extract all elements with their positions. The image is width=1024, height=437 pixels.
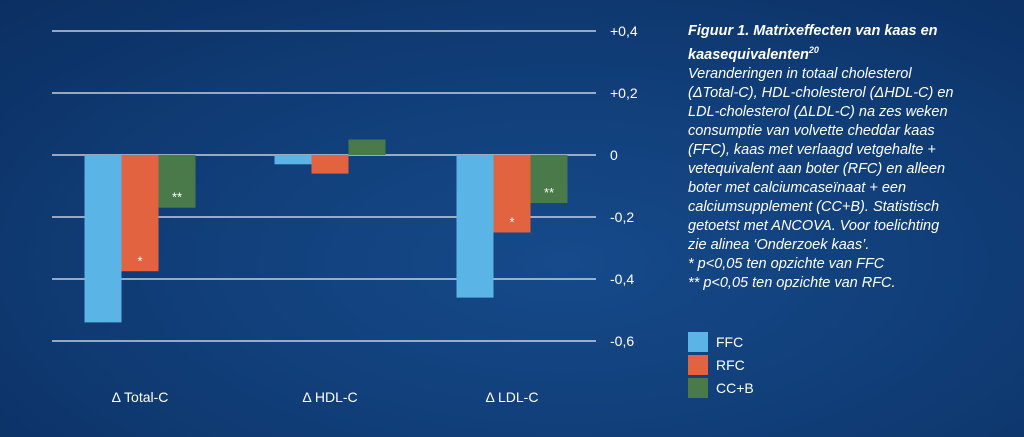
bar-ccb-0: [158, 155, 196, 208]
y-tick-label: 0: [610, 147, 618, 163]
bar-rfc-1: [311, 155, 349, 174]
bar-rfc-2: [493, 155, 531, 233]
y-tick-label: -0,2: [610, 209, 634, 225]
legend: FFC RFC CC+B: [688, 330, 754, 399]
significance-marker: *: [137, 253, 142, 268]
legend-item-rfc: RFC: [688, 353, 754, 376]
significance-marker: *: [509, 215, 514, 230]
significance-note-rfc: ** p<0,05 ten opzichte van RFC.: [688, 274, 896, 291]
bar-ffc-2: [456, 155, 494, 298]
figure-caption: Figuur 1. Matrixeffecten van kaas en kaa…: [688, 22, 988, 293]
caption-title: Figuur 1. Matrixeffecten van kaas en kaa…: [688, 23, 938, 63]
legend-label-ffc: FFC: [716, 333, 744, 350]
bar-chart: +0,4+0,20-0,2-0,4-0,6***Δ Total-C Δ HDL-C…: [84, 23, 638, 405]
y-tick-label: -0,6: [610, 333, 634, 349]
bar-rfc-0: [121, 155, 159, 272]
significance-note-ffc: * p<0,05 ten opzichte van FFC: [688, 255, 885, 272]
legend-swatch-rfc: [688, 354, 708, 375]
x-tick-label: Δ LDL-C: [486, 389, 539, 405]
y-tick-label: +0,2: [610, 85, 638, 101]
significance-marker: **: [172, 190, 182, 205]
x-tick-label: Δ Total-C: [112, 389, 169, 405]
legend-item-ccb: CC+B: [688, 376, 754, 399]
legend-item-ffc: FFC: [688, 330, 754, 353]
y-tick-label: +0,4: [610, 23, 638, 39]
caption-body: Veranderingen in totaal cholesterol (ΔTo…: [688, 65, 954, 253]
legend-label-rfc: RFC: [716, 356, 745, 373]
bar-ccb-2: [530, 155, 568, 204]
legend-label-ccb: CC+B: [716, 379, 754, 396]
bar-ffc-1: [274, 155, 312, 165]
caption-reference: 20: [808, 45, 819, 55]
y-tick-label: -0,4: [610, 271, 634, 287]
x-tick-label: Δ HDL-C: [302, 389, 357, 405]
legend-swatch-ffc: [688, 331, 708, 352]
significance-marker: **: [544, 185, 554, 200]
bar-ffc-0: [84, 155, 122, 323]
bar-ccb-1: [348, 139, 386, 155]
legend-swatch-ccb: [688, 377, 708, 398]
